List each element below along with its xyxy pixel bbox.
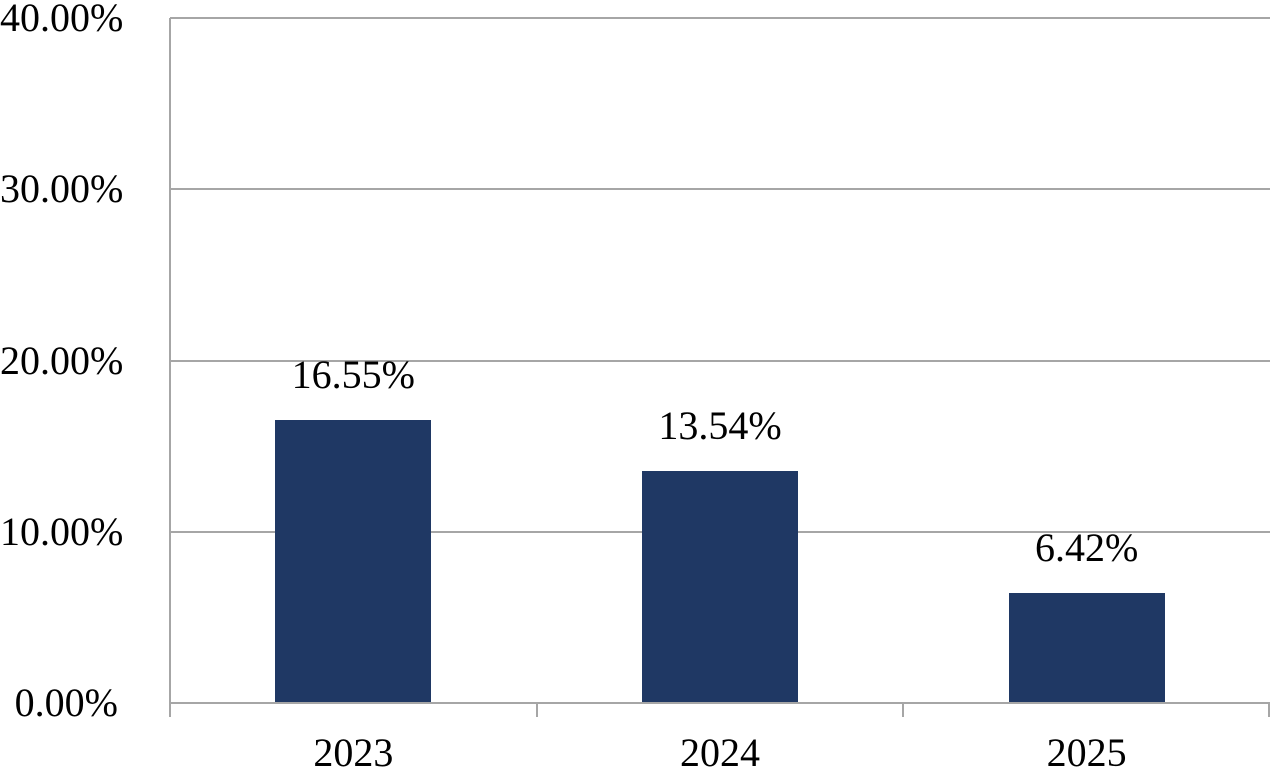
y-axis-tick-label: 0.00% [14,680,118,725]
x-axis-line [170,702,1270,704]
y-axis-tick-label: 10.00% [0,508,124,554]
bar [642,471,798,703]
x-axis-category-label: 2025 [1046,730,1127,775]
bar [1008,593,1165,703]
bar-value-label: 16.55% [291,351,415,397]
x-axis-category-label: 2023 [313,730,394,775]
gridline [170,17,1270,19]
x-axis-tick [902,703,905,717]
y-axis-line [169,18,171,717]
bar [275,419,432,703]
x-axis-tick [535,703,538,717]
x-axis-category-label: 2024 [680,730,760,775]
plot-area [170,17,1270,703]
y-axis-tick-label: 30.00% [0,166,124,212]
x-axis-tick [1268,703,1270,717]
y-axis-tick-label: 20.00% [0,337,124,383]
y-axis-tick-label: 40.00% [0,0,124,40]
bar-value-label: 6.42% [1034,525,1139,571]
bar-value-label: 13.54% [658,403,782,449]
x-axis-tick [169,703,171,717]
gridline [170,188,1270,191]
gridline [170,359,1270,362]
